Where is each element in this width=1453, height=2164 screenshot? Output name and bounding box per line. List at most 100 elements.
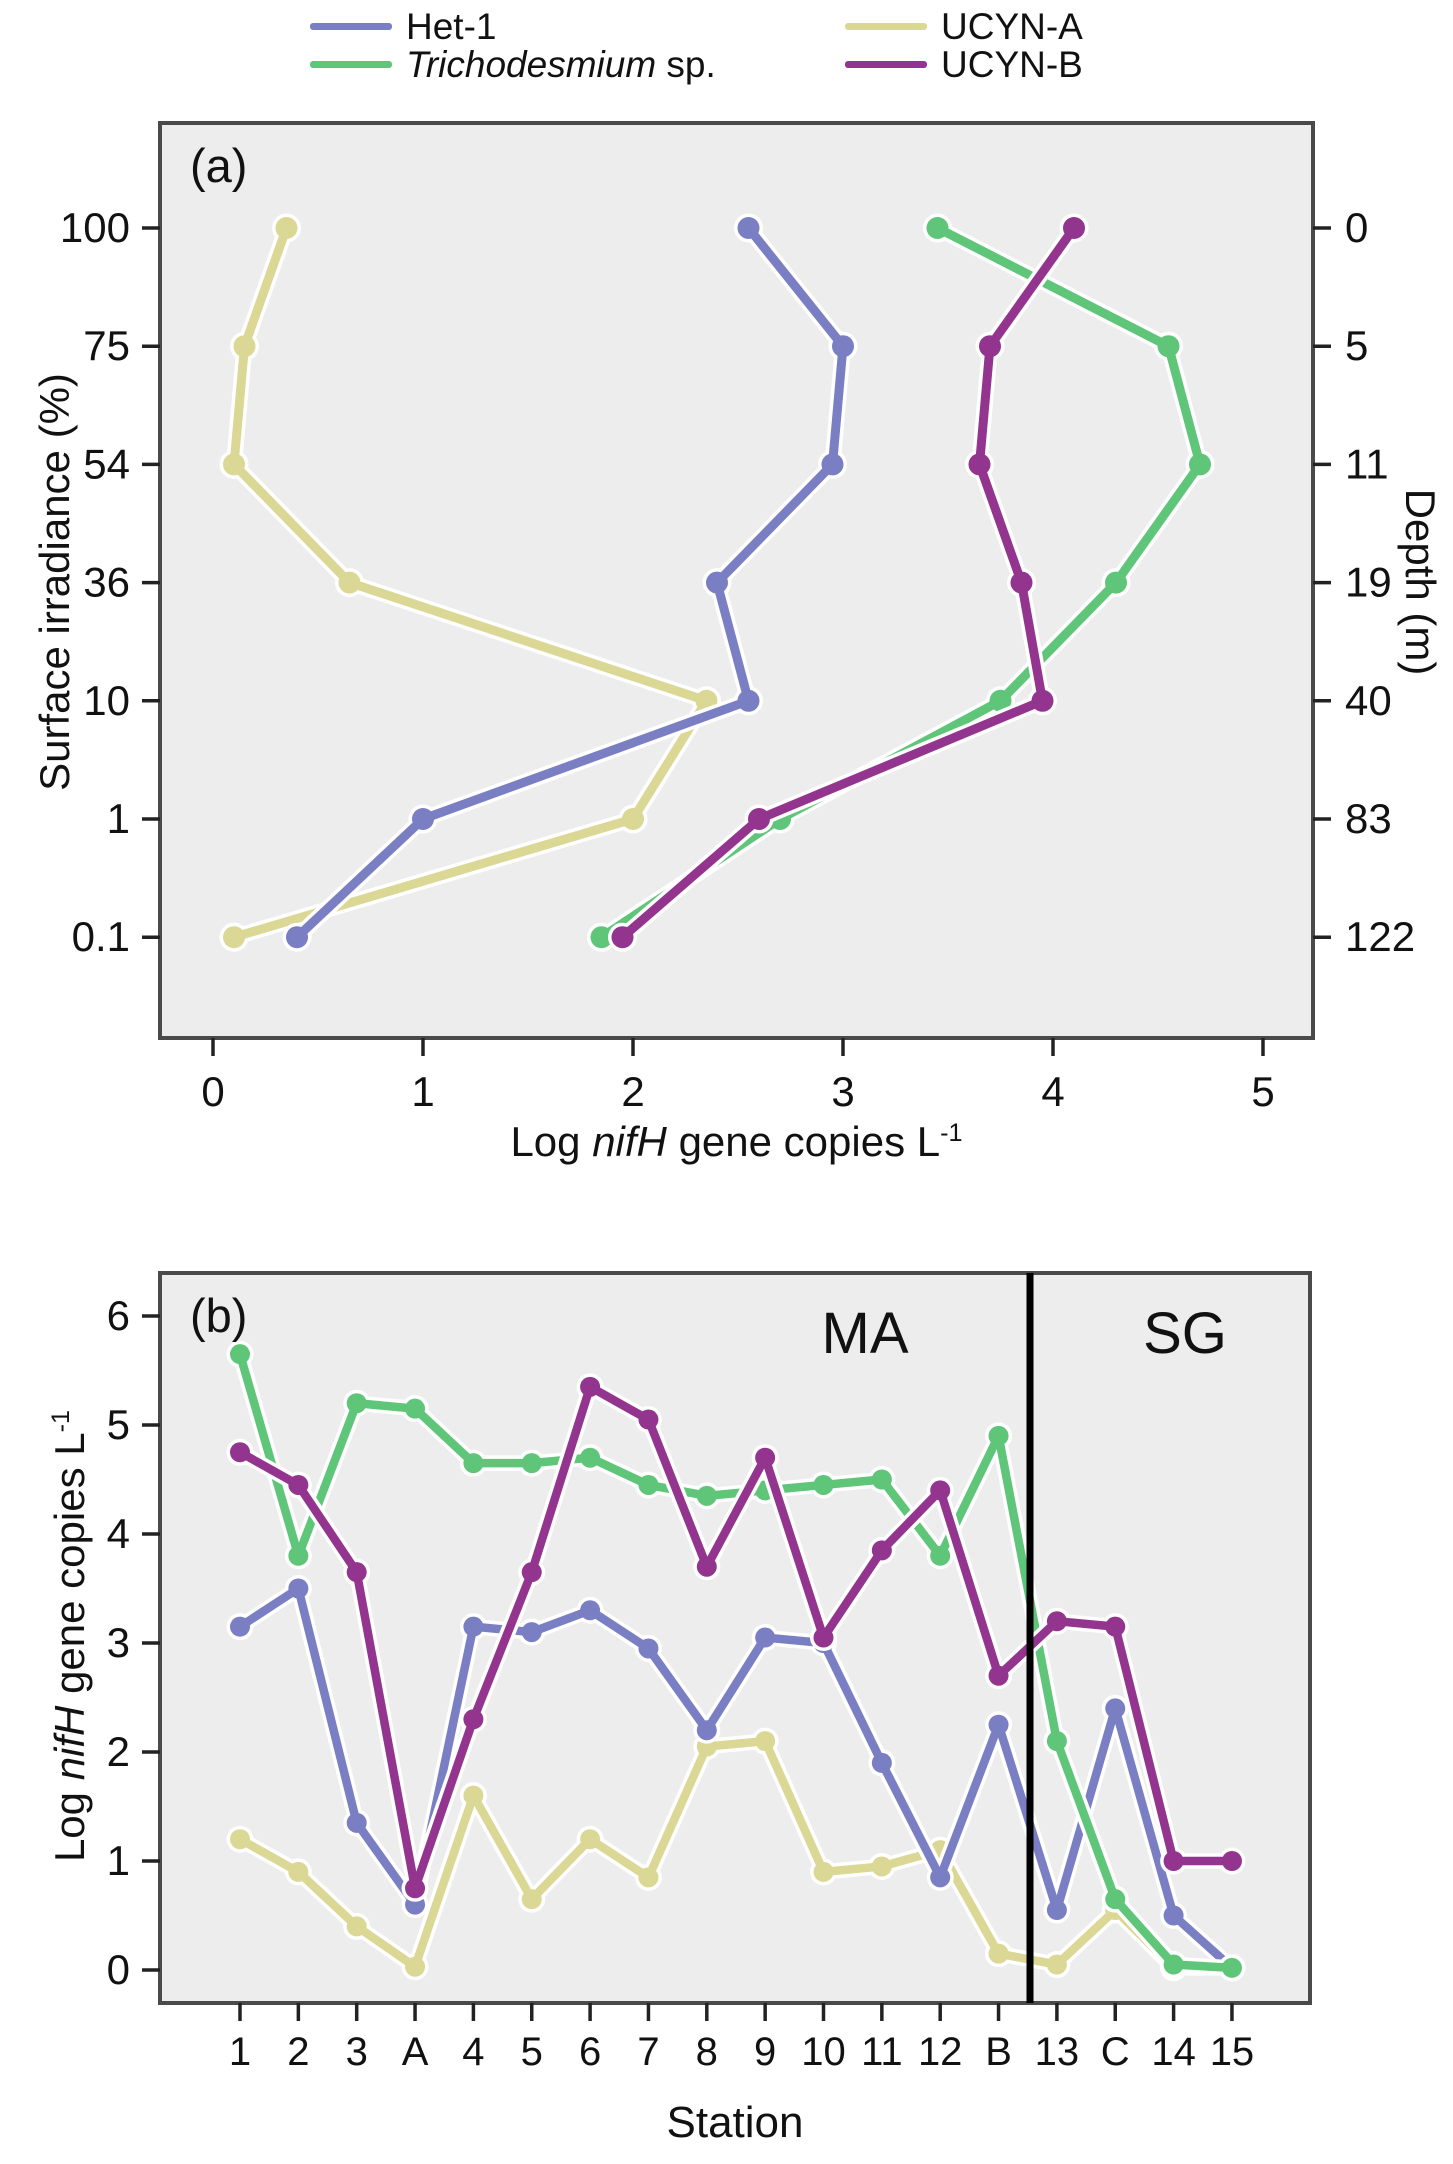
data-point	[813, 1474, 834, 1495]
data-point	[988, 1943, 1009, 1964]
data-point	[230, 1344, 250, 1365]
panel-a-x-tick-label: 5	[1251, 1068, 1274, 1115]
panel-b-station-tick-label: 14	[1151, 2030, 1196, 2074]
panel-a-depth-tick-label: 5	[1345, 322, 1368, 369]
panel-a-x-tick-label: 4	[1041, 1068, 1064, 1115]
data-point	[930, 1480, 951, 1501]
data-point	[988, 1714, 1009, 1735]
legend-item-trichodesmium: Trichodesmium sp.	[310, 46, 716, 83]
panel-a-y-left-axis-title: Surface irradiance (%)	[31, 373, 78, 791]
panel-a-series-ucyn-a	[219, 213, 721, 952]
panel-b-y-tick-label: 1	[107, 1837, 130, 1884]
data-point	[338, 571, 361, 594]
ucyn-a-line-swatch	[845, 23, 927, 30]
legend-label-trichodesmium: Trichodesmium sp.	[406, 44, 716, 85]
panel-a-y-right-axis-title: Depth (m)	[1397, 488, 1444, 676]
legend-label-ucyn-a: UCYN-A	[941, 6, 1083, 47]
data-point	[871, 1752, 892, 1773]
data-point	[288, 1861, 309, 1882]
data-point	[1046, 1900, 1067, 1921]
panel-b-station-tick-label: 13	[1035, 2030, 1080, 2074]
panel-b-station-tick-label: 7	[637, 2030, 659, 2074]
data-point	[755, 1731, 776, 1752]
data-point	[346, 1393, 367, 1414]
panel-b-station-tick-label: B	[985, 2030, 1012, 2074]
data-point	[521, 1622, 542, 1643]
data-point	[755, 1447, 776, 1468]
panel-b-y-tick-label: 6	[107, 1292, 130, 1339]
data-point	[580, 1376, 601, 1397]
region-label-sg: SG	[1143, 1301, 1227, 1366]
data-point	[412, 808, 434, 830]
region-label-ma: MA	[821, 1301, 909, 1366]
data-point	[1105, 1889, 1126, 1910]
data-point	[1046, 1731, 1067, 1752]
panel-a-irradiance-tick-label: 100	[60, 204, 130, 251]
data-point	[988, 1665, 1009, 1686]
data-point	[405, 1956, 426, 1977]
panel-b-station-tick-label: 4	[462, 2030, 484, 2074]
data-point	[405, 1398, 426, 1419]
data-point	[1163, 1905, 1184, 1926]
data-point	[755, 1627, 776, 1648]
data-point	[871, 1856, 892, 1877]
data-point	[1046, 1611, 1067, 1632]
legend-label-ucyn-b: UCYN-B	[941, 44, 1083, 85]
data-point	[230, 1442, 250, 1463]
panel-a-tag: (a)	[190, 139, 248, 192]
panel-b-station-tick-label: 8	[696, 2030, 718, 2074]
ucyn-b-line-swatch	[845, 61, 927, 68]
panel-a-x-tick-label: 1	[411, 1068, 434, 1115]
data-point	[1046, 1954, 1067, 1975]
data-point	[737, 689, 760, 712]
data-point	[832, 335, 854, 358]
panel-a-irradiance-tick-label: 54	[83, 440, 130, 487]
panel-b-x-axis-title: Station	[666, 2098, 804, 2147]
panel-b-station-tick-label: 6	[579, 2030, 601, 2074]
panel-a-depth-tick-label: 11	[1345, 440, 1389, 487]
data-point	[989, 689, 1012, 712]
data-point	[590, 926, 613, 949]
data-point	[233, 335, 256, 358]
data-point	[405, 1878, 426, 1899]
panel-b-station-tick-label: 2	[287, 2030, 309, 2074]
data-point	[223, 453, 245, 476]
data-point	[463, 1616, 484, 1637]
data-point	[230, 1829, 250, 1850]
panel-b-station-tick-label: 3	[346, 2030, 368, 2074]
data-point	[288, 1474, 309, 1495]
data-point	[1063, 217, 1085, 239]
data-point	[871, 1469, 892, 1490]
data-point	[346, 1562, 367, 1583]
panel-b-station-tick-label: 10	[801, 2030, 846, 2074]
data-point	[1010, 571, 1033, 594]
data-point	[696, 1556, 717, 1577]
data-point	[737, 217, 760, 239]
data-point	[580, 1447, 601, 1468]
data-point	[223, 926, 245, 949]
panel-a-depth-tick-label: 122	[1345, 913, 1415, 960]
legend-item-het1: Het-1	[310, 8, 496, 45]
panel-b-y-tick-label: 0	[107, 1946, 130, 1993]
data-point	[230, 1616, 250, 1637]
data-point	[288, 1578, 309, 1599]
data-point	[638, 1638, 659, 1659]
data-point	[696, 1485, 717, 1506]
data-point	[463, 1785, 484, 1806]
panel-b-y-tick-label: 5	[107, 1401, 130, 1448]
data-point	[821, 453, 844, 476]
data-point	[463, 1709, 484, 1730]
data-point	[1105, 571, 1127, 594]
panel-a-irradiance-tick-label: 36	[83, 559, 130, 606]
data-point	[930, 1545, 951, 1566]
panel-b-y-tick-label: 2	[107, 1728, 130, 1775]
panel-a-depth-tick-label: 0	[1345, 204, 1368, 251]
panel-a-x-axis-title: Log nifH gene copies L-1	[510, 1118, 963, 1165]
data-point	[1163, 1954, 1184, 1975]
data-point	[1221, 1957, 1242, 1978]
panel-b-tag: (b)	[190, 1289, 248, 1342]
legend-label-het1: Het-1	[406, 6, 497, 47]
panel-a-irradiance-tick-label: 0.1	[72, 913, 130, 960]
